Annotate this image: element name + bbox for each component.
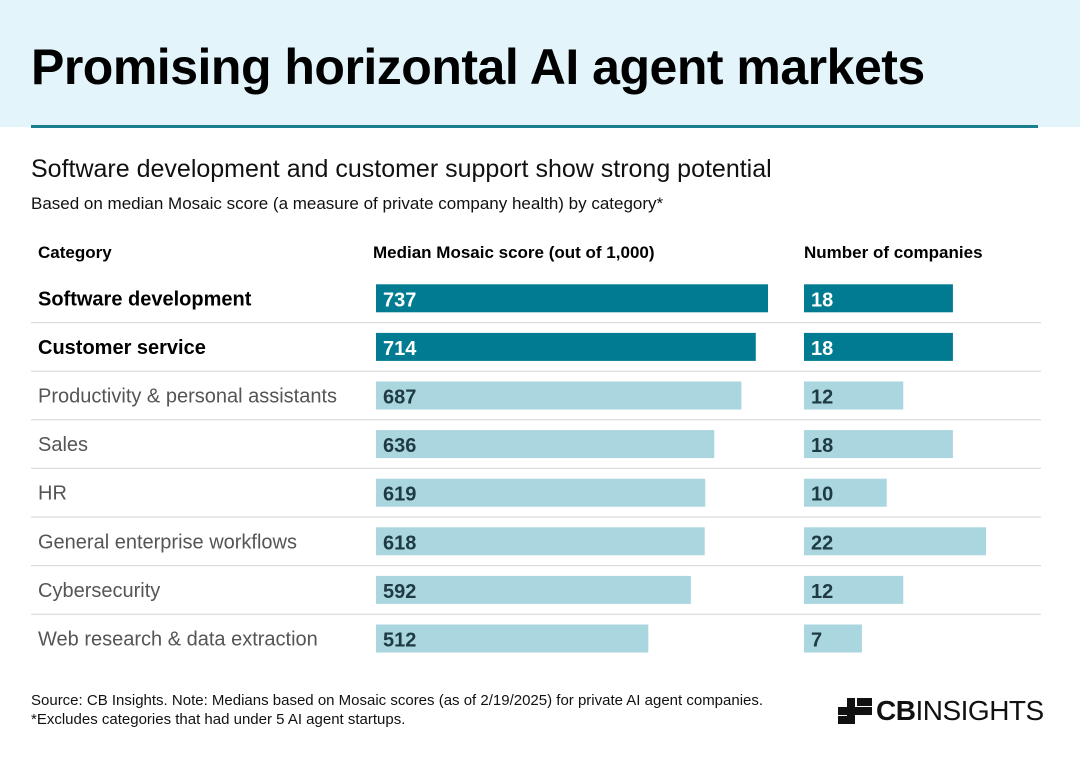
chart-title: Promising horizontal AI agent markets (31, 39, 925, 95)
score-bar (376, 332, 756, 361)
companies-value-label: 10 (811, 484, 833, 506)
companies-bar (804, 284, 953, 313)
score-bar (376, 527, 705, 556)
cb-insights-logo-icon (838, 698, 872, 724)
column-header-companies: Number of companies (804, 243, 983, 262)
score-value-label: 714 (383, 338, 417, 360)
companies-value-label: 12 (811, 581, 833, 603)
logo-text-insights: INSIGHTS (915, 695, 1044, 726)
category-label: Software development (38, 288, 252, 310)
companies-value-label: 12 (811, 387, 833, 409)
column-header-score: Median Mosaic score (out of 1,000) (373, 243, 655, 262)
score-bar (376, 624, 649, 653)
score-value-label: 737 (383, 289, 416, 311)
companies-value-label: 18 (811, 435, 833, 457)
chart-note: Based on median Mosaic score (a measure … (31, 194, 664, 213)
exclusion-note: *Excludes categories that had under 5 AI… (31, 711, 406, 728)
score-value-label: 512 (383, 630, 416, 652)
companies-bar (804, 575, 904, 604)
chart-subtitle: Software development and customer suppor… (31, 155, 772, 183)
category-label: Cybersecurity (38, 580, 160, 602)
score-bar (376, 430, 715, 459)
companies-bar (804, 527, 986, 556)
category-label: HR (38, 483, 67, 505)
companies-bar (804, 381, 904, 410)
category-label: Customer service (38, 337, 206, 359)
source-note: Source: CB Insights. Note: Medians based… (31, 692, 764, 709)
category-label: Web research & data extraction (38, 629, 318, 651)
score-value-label: 636 (383, 435, 416, 457)
companies-value-label: 22 (811, 532, 833, 554)
companies-value-label: 18 (811, 289, 833, 311)
score-value-label: 687 (383, 387, 416, 409)
score-value-label: 619 (383, 484, 416, 506)
companies-bar (804, 478, 887, 507)
companies-bar (804, 332, 953, 361)
companies-value-label: 18 (811, 338, 833, 360)
logo-text-cb: CB (876, 695, 916, 726)
score-bar (376, 381, 742, 410)
title-band (0, 0, 1080, 127)
category-label: Productivity & personal assistants (38, 386, 337, 408)
companies-value-label: 7 (811, 630, 822, 652)
score-value-label: 618 (383, 532, 416, 554)
title-rule (31, 125, 1038, 128)
companies-bar (804, 624, 862, 653)
column-header-category: Category (38, 243, 112, 262)
category-label: General enterprise workflows (38, 531, 297, 553)
category-label: Sales (38, 434, 88, 456)
cb-insights-logo: CBINSIGHTS (838, 694, 1044, 728)
score-bar (376, 478, 706, 507)
score-bar (376, 575, 691, 604)
score-bar (376, 284, 768, 313)
companies-bar (804, 430, 953, 459)
score-value-label: 592 (383, 581, 416, 603)
